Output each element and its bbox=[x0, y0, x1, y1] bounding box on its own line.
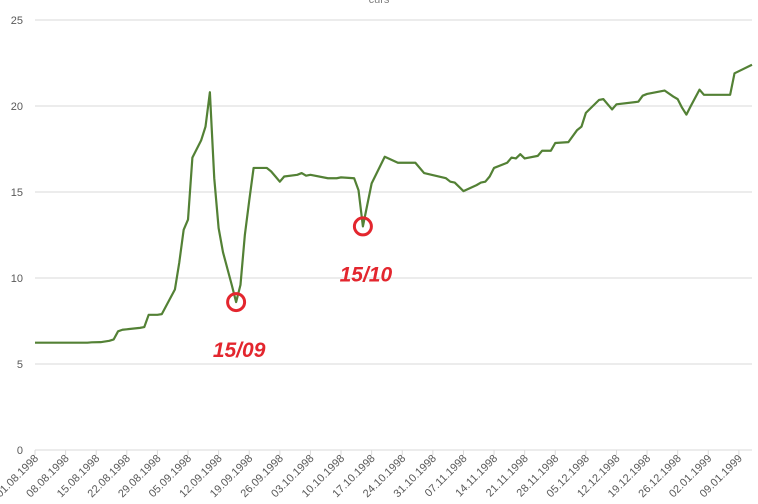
gridlines bbox=[35, 19, 752, 365]
y-tick-label: 20 bbox=[11, 101, 23, 113]
y-tick-label: 15 bbox=[11, 187, 23, 199]
annotation-label: 15/09 bbox=[213, 339, 266, 362]
y-tick-label: 5 bbox=[17, 359, 23, 371]
annotations: 15/09 15/10 bbox=[213, 216, 393, 362]
annotation-label: 15/10 bbox=[340, 263, 393, 286]
annotation-circle bbox=[226, 292, 247, 313]
x-axis-ticks: 01.08.199808.08.199815.08.199822.08.1998… bbox=[0, 450, 745, 500]
y-tick-label: 10 bbox=[11, 273, 23, 285]
y-tick-label: 25 bbox=[11, 15, 23, 27]
series-line bbox=[35, 63, 753, 344]
y-tick-label: 0 bbox=[17, 445, 23, 457]
annotation-circle bbox=[352, 216, 373, 237]
y-axis-ticks: 0 5 10 15 20 25 bbox=[11, 15, 23, 457]
chart-title: curs bbox=[369, 0, 390, 6]
